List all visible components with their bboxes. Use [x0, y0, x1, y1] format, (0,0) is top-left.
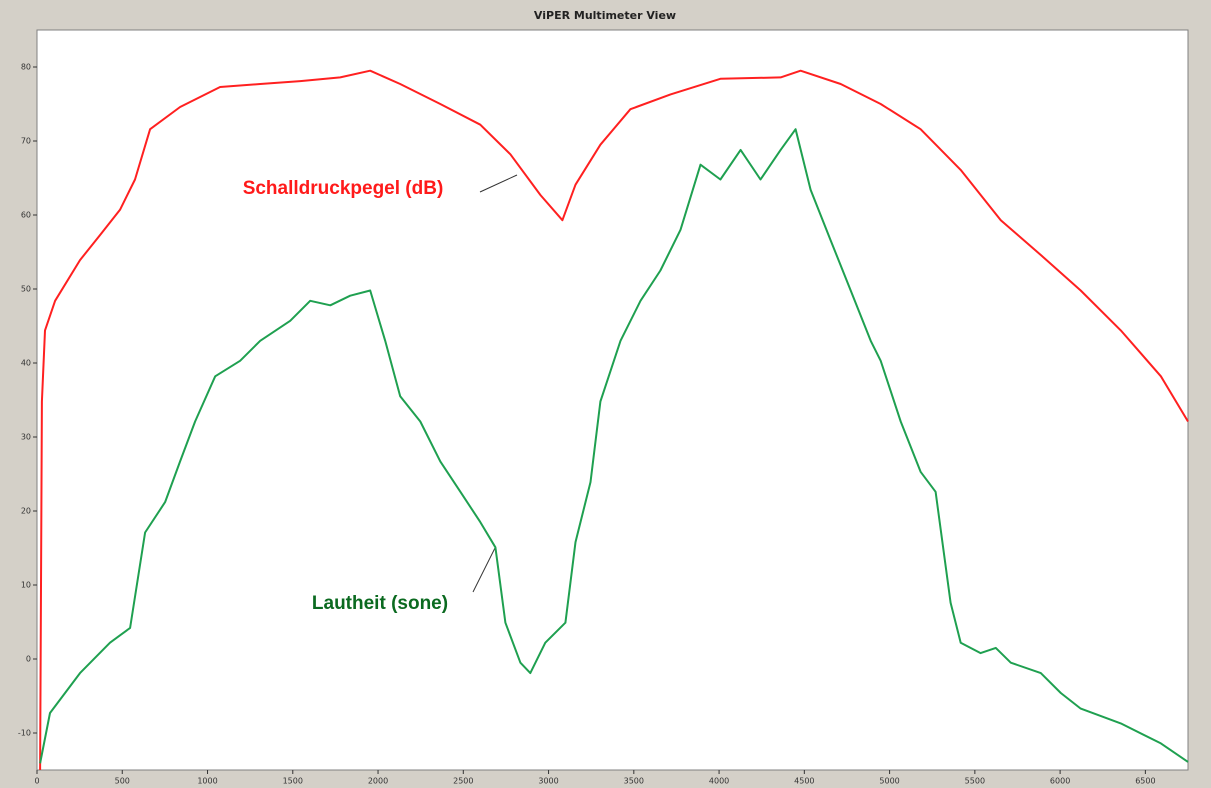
y-tick-label: 30	[21, 433, 31, 442]
x-tick-label: 2500	[453, 777, 473, 786]
y-tick-label: 80	[21, 63, 31, 72]
x-tick-label: 0	[34, 777, 39, 786]
y-tick-label: 60	[21, 211, 31, 220]
x-tick-label: 3000	[538, 777, 558, 786]
y-tick-label: 0	[26, 655, 31, 664]
leader-line	[479, 174, 518, 193]
x-tick-label: 2000	[368, 777, 388, 786]
y-tick-label: -10	[18, 729, 31, 738]
x-tick-label: 6000	[1050, 777, 1070, 786]
y-tick-label: 50	[21, 285, 31, 294]
x-tick-label: 3500	[624, 777, 644, 786]
data-line	[39, 69, 1189, 771]
x-tick-label: 5000	[879, 777, 899, 786]
chart-title: ViPER Multimeter View	[534, 9, 676, 22]
y-tick-label: 20	[21, 507, 31, 516]
x-tick-label: 1500	[283, 777, 303, 786]
x-tick-label: 4000	[709, 777, 729, 786]
y-tick-label: 40	[21, 359, 31, 368]
leader-line	[472, 547, 496, 593]
y-tick-label: 70	[21, 137, 31, 146]
annotation: Lautheit (sone)	[312, 593, 448, 614]
x-tick-label: 4500	[794, 777, 814, 786]
x-tick-label: 6500	[1135, 777, 1155, 786]
data-line	[39, 128, 1189, 764]
annotation: Schalldruckpegel (dB)	[243, 178, 444, 199]
x-tick-label: 1000	[197, 777, 217, 786]
x-tick-label: 500	[115, 777, 130, 786]
y-tick-label: 10	[21, 581, 31, 590]
x-tick-label: 5500	[965, 777, 985, 786]
plot-area	[36, 29, 1189, 771]
